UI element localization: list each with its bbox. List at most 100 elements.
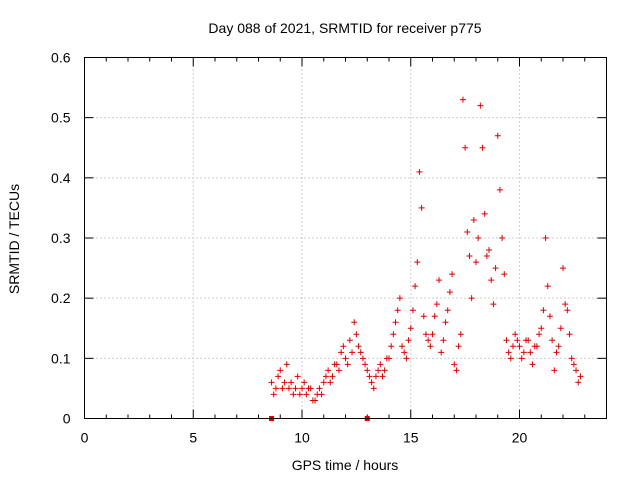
data-point [316,385,323,392]
data-point [283,361,290,368]
data-point [449,271,456,278]
data-point [340,343,347,350]
data-point [555,343,562,350]
y-tick-label: 0.1 [51,350,71,366]
y-tick-label: 0.2 [51,290,71,306]
data-point [320,379,327,386]
data-point [575,379,582,386]
data-point [568,355,575,362]
y-tick-label: 0.6 [51,50,71,66]
data-point [538,325,545,332]
data-point [403,355,410,362]
data-point [396,295,403,302]
data-point [436,277,443,284]
data-point [540,307,547,314]
y-tick-label: 0.4 [51,170,71,186]
data-point [344,361,351,368]
data-point [507,355,514,362]
data-point [338,349,345,356]
data-point [366,373,373,380]
data-point [318,391,325,398]
data-point [388,343,395,350]
data-point [501,271,508,278]
data-point [553,349,560,356]
data-point [462,144,469,151]
chart-title: Day 088 of 2021, SRMTID for receiver p77… [208,20,481,36]
data-point [546,313,553,320]
data-point [279,385,286,392]
data-point [422,331,429,338]
data-point [544,283,551,290]
data-point [368,379,375,386]
data-point [372,373,379,380]
data-point [272,385,279,392]
data-point [455,343,462,350]
data-point [536,331,543,338]
data-point [392,319,399,326]
data-point [299,385,305,392]
data-point [566,331,573,338]
data-point [329,373,336,380]
data-point [453,367,460,374]
data-point [351,319,358,326]
data-point [375,367,382,374]
data-point [564,307,571,314]
data-point [551,367,558,374]
data-point [364,367,371,374]
data-point [562,301,569,308]
x-tick-label: 10 [294,430,310,446]
data-point [520,349,527,356]
data-point [296,391,303,398]
data-point [331,361,338,368]
data-point [327,379,334,386]
data-point [442,319,449,326]
data-point [355,343,362,350]
data-point [294,373,301,380]
data-point [383,355,390,362]
data-point [288,379,295,386]
data-point [516,343,523,350]
data-point [379,373,386,380]
data-point [420,313,427,320]
data-point [303,391,310,398]
data-point [362,361,369,368]
data-point [557,325,564,332]
data-point [560,265,566,272]
data-point [335,367,342,374]
data-point [268,379,275,386]
data-point [346,337,353,344]
data-point [438,349,445,356]
data-point [418,204,425,211]
data-point [451,361,458,368]
data-point [277,367,284,374]
x-tick-label: 5 [189,430,197,446]
data-point [570,361,577,368]
data-point [309,397,316,404]
data-point [464,228,471,235]
data-point [488,277,495,284]
data-point [440,337,447,344]
data-point [577,373,584,380]
data-point [301,379,308,386]
data-point [349,349,356,356]
data-point [405,337,412,344]
data-point [492,265,499,272]
data-point [425,337,432,344]
y-axis-label: SRMTID / TECUs [6,184,22,294]
data-point [359,355,366,362]
data-point [457,331,464,338]
data-point [473,259,479,266]
data-point [490,301,497,308]
data-point [477,102,484,109]
x-axis-label: GPS time / hours [292,457,399,473]
data-point [275,373,282,380]
data-point [475,235,482,241]
data-point [305,385,312,392]
data-point [412,283,419,290]
data-point [394,307,401,314]
data-point [407,325,414,332]
data-point [542,235,549,241]
data-point [427,343,434,350]
data-point [444,307,451,314]
